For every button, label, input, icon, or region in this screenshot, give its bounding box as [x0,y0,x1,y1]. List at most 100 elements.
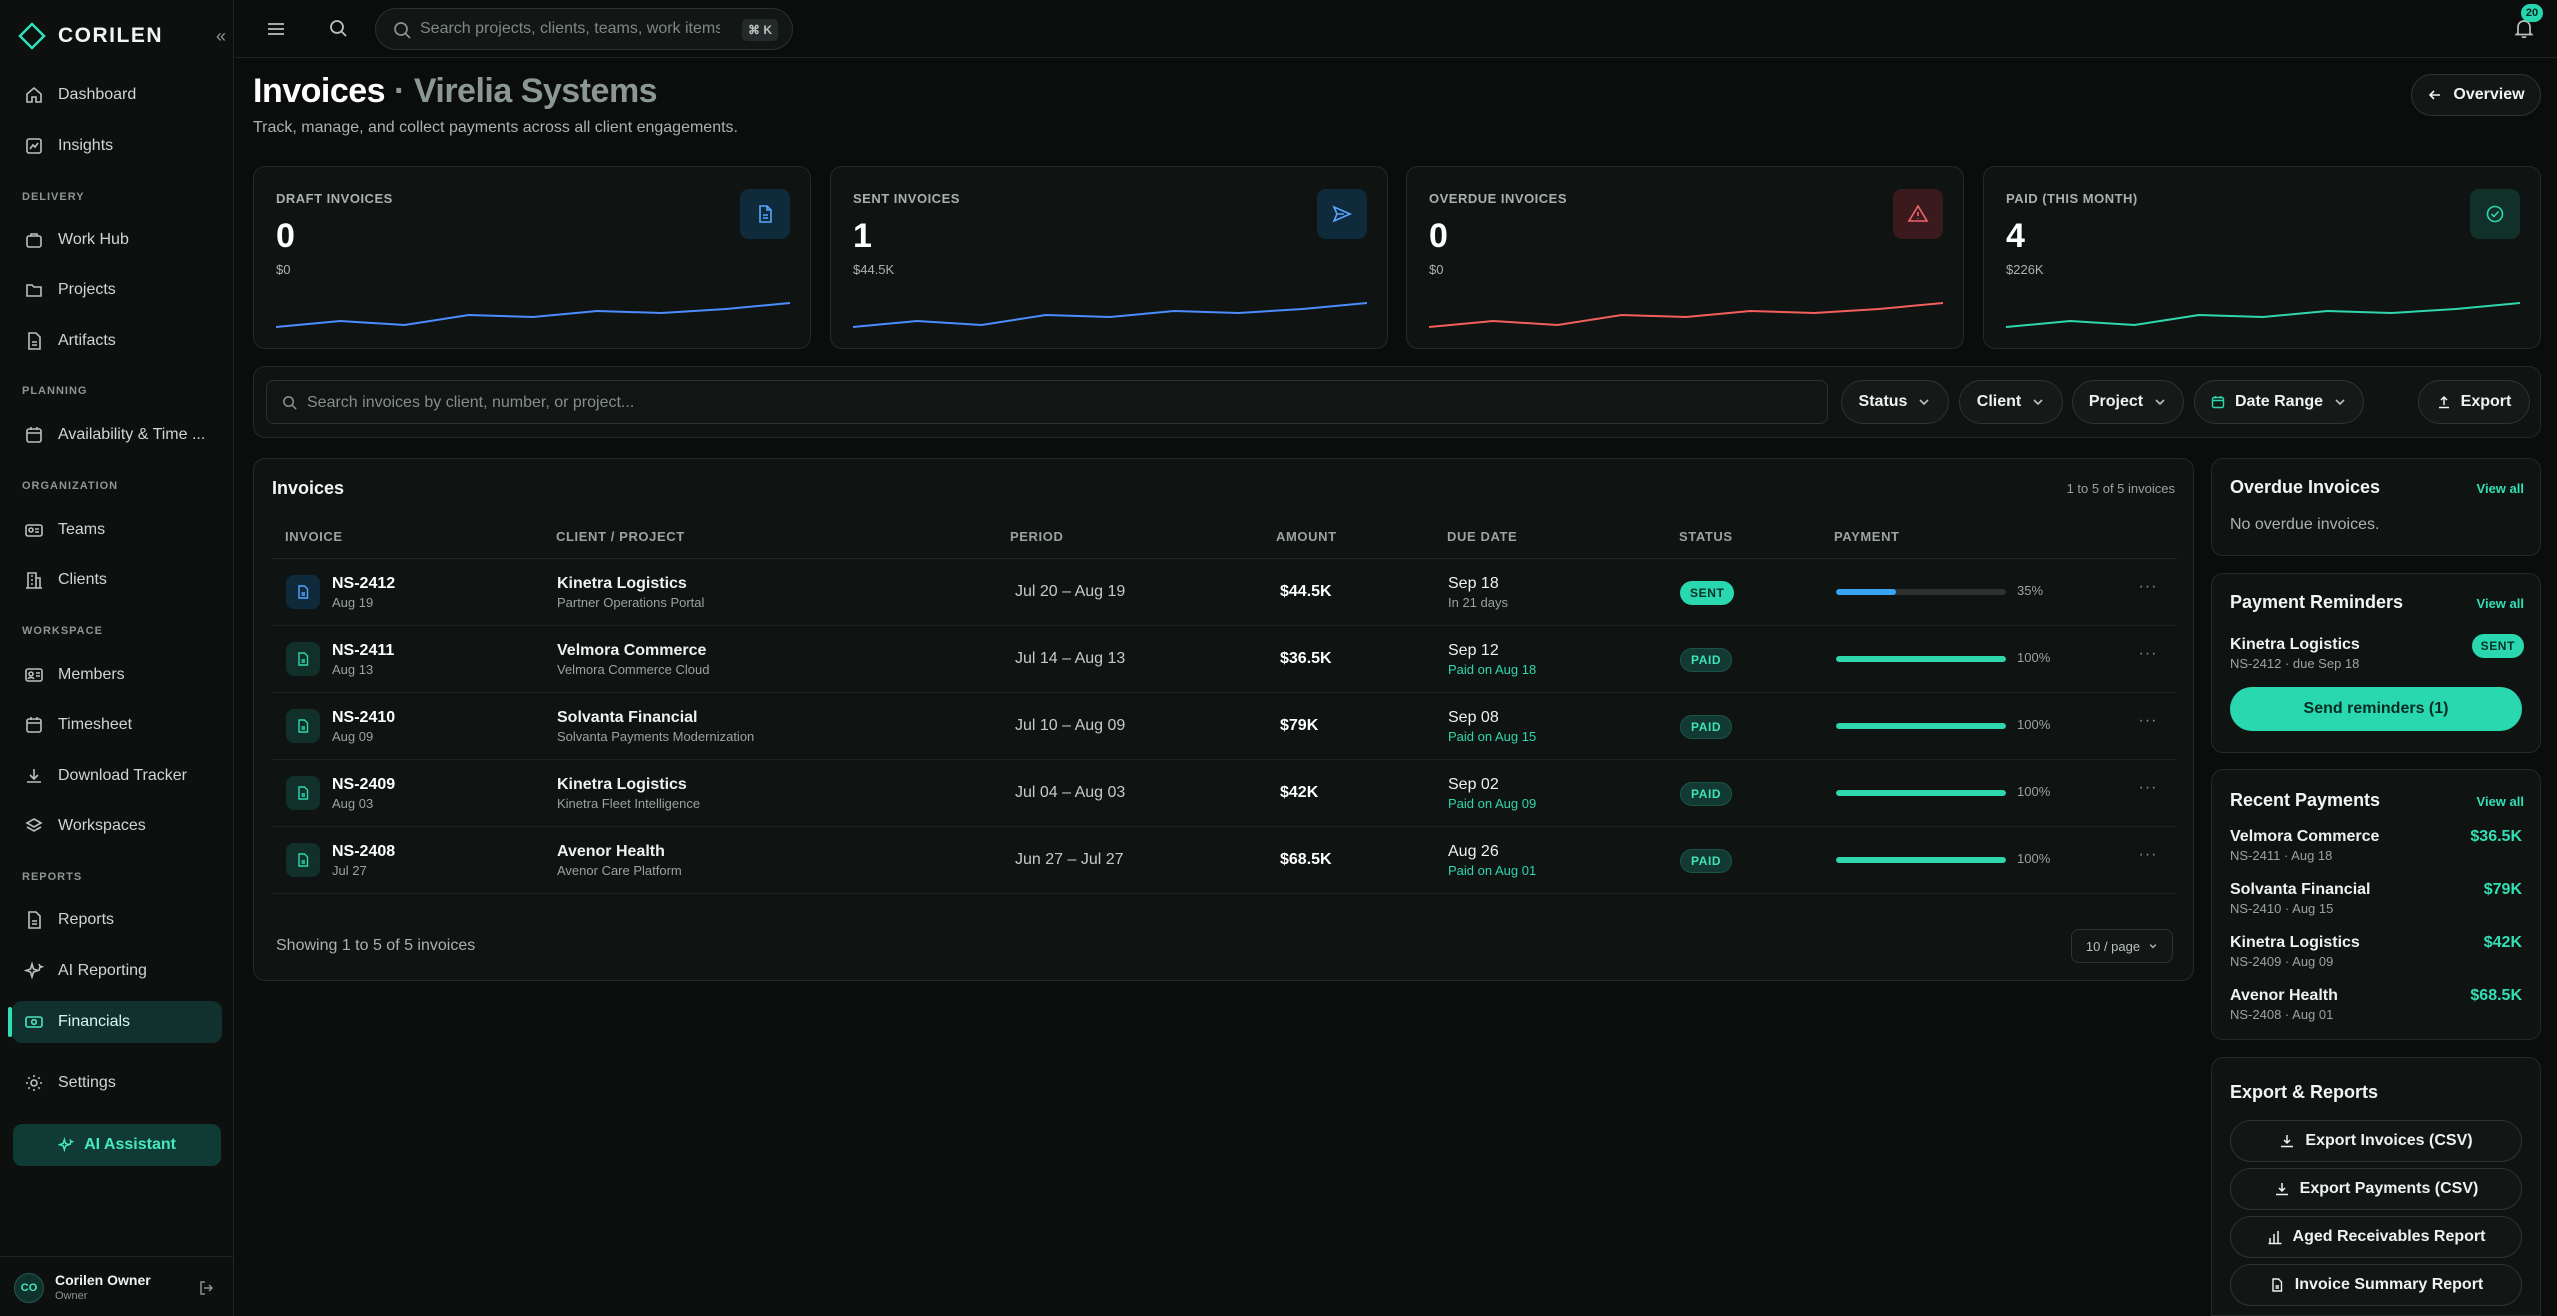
date-range-filter[interactable]: Date Range [2194,380,2364,424]
invoice-number[interactable]: NS-2411 [332,642,395,659]
stat-sparkline [1429,302,1943,328]
alert-icon [1907,204,1929,222]
stat-card-overdue[interactable]: OVERDUE INVOICES 0 $0 [1406,166,1964,349]
stat-card-sent[interactable]: SENT INVOICES 1 $44.5K [830,166,1388,349]
column-header-client[interactable]: CLIENT / PROJECT [556,529,685,544]
export-payments-csv-button[interactable]: Export Payments (CSV) [2230,1168,2522,1210]
organization-name: Virelia Systems [413,72,658,110]
payment-progress-fill [1836,589,1896,595]
collapse-sidebar-icon[interactable]: « [216,26,227,46]
stat-card-paid[interactable]: PAID (THIS MONTH) 4 $226K [1983,166,2541,349]
sidebar-item-timesheet[interactable]: Timesheet [12,704,222,746]
reminders-title: Payment Reminders [2230,592,2404,612]
table-row[interactable]: NS-2412 Aug 19 Kinetra Logistics Partner… [272,559,2177,626]
column-header-period[interactable]: PERIOD [1010,529,1064,544]
send-reminders-button[interactable]: Send reminders (1) [2230,687,2522,731]
upload-icon [2438,395,2449,409]
sidebar-item-insights[interactable]: Insights [12,125,222,167]
overview-button[interactable]: Overview [2411,74,2541,116]
sidebar-item-teams[interactable]: Teams [12,509,222,551]
project-filter-label: Project [2088,393,2144,410]
table-row[interactable]: NS-2411 Aug 13 Velmora Commerce Velmora … [272,626,2177,693]
menu-icon[interactable] [265,18,287,40]
calendar-icon [2211,396,2225,409]
invoice-search-input[interactable] [307,392,1807,414]
list-item[interactable]: Solvanta Financial NS-2410 · Aug 15 $79K [2230,881,2522,921]
sidebar-item-dashboard[interactable]: Dashboard [12,74,222,116]
export-button-label: Invoice Summary Report [2294,1276,2484,1293]
column-header-due-date[interactable]: DUE DATE [1447,529,1518,544]
recent-payments-view-all-link[interactable]: View all [2476,794,2524,809]
payment-amount: $68.5K [2470,987,2522,1004]
client-filter[interactable]: Client [1959,380,2063,424]
global-search-input[interactable] [420,18,720,40]
due-date: Sep 12 [1448,642,1499,659]
chart-icon [26,138,42,154]
per-page-select[interactable]: 10 / page [2071,929,2173,963]
overdue-view-all-link[interactable]: View all [2476,481,2524,496]
sidebar-item-settings[interactable]: Settings [12,1062,222,1104]
sidebar-item-work-hub[interactable]: Work Hub [12,219,222,261]
brand[interactable]: CORILEN [18,20,163,52]
bell-icon[interactable] [2512,16,2536,40]
due-date: Sep 02 [1448,776,1499,793]
row-actions-menu-icon[interactable]: ··· [2138,645,2158,662]
invoice-number[interactable]: NS-2412 [332,575,396,592]
sidebar-item-reports[interactable]: Reports [12,899,222,941]
table-row[interactable]: NS-2409 Aug 03 Kinetra Logistics Kinetra… [272,760,2177,827]
title-separator: · [394,72,405,110]
sidebar-item-artifacts[interactable]: Artifacts [12,320,222,362]
reminder-client: Kinetra Logistics [2230,636,2360,653]
due-note: Paid on Aug 01 [1448,863,1537,878]
list-item[interactable]: Kinetra Logistics NS-2409 · Aug 09 $42K [2230,934,2522,974]
ai-assistant-button[interactable]: AI Assistant [13,1124,221,1166]
row-actions-menu-icon[interactable]: ··· [2138,779,2158,796]
stat-amount: $44.5K [853,262,895,277]
stat-card-draft[interactable]: DRAFT INVOICES 0 $0 [253,166,811,349]
sidebar-item-ai-reporting[interactable]: AI Reporting [12,950,222,992]
table-row[interactable]: NS-2408 Jul 27 Avenor Health Avenor Care… [272,827,2177,894]
table-row[interactable]: NS-2410 Aug 09 Solvanta Financial Solvan… [272,693,2177,760]
project-filter[interactable]: Project [2072,380,2184,424]
payment-progress-bar [1836,589,2006,595]
folder-icon [26,284,42,297]
invoice-search[interactable] [266,380,1828,424]
column-header-status[interactable]: STATUS [1679,529,1733,544]
column-header-invoice[interactable]: INVOICE [285,529,343,544]
file-icon [28,911,41,929]
sidebar-item-availability[interactable]: Availability & Time ... [12,414,222,456]
export-button[interactable]: Export [2418,380,2530,424]
sidebar-item-projects[interactable]: Projects [12,269,222,311]
row-actions-menu-icon[interactable]: ··· [2138,578,2158,595]
logout-icon[interactable] [198,1279,216,1297]
payment-percent: 100% [2017,784,2051,799]
sidebar-item-label: Artifacts [58,332,116,349]
row-actions-menu-icon[interactable]: ··· [2138,846,2158,863]
sidebar-item-download-tracker[interactable]: Download Tracker [12,755,222,797]
calendar-icon [26,717,42,733]
aged-receivables-report-button[interactable]: Aged Receivables Report [2230,1216,2522,1258]
sidebar-item-members[interactable]: Members [12,654,222,696]
payment-amount: $42K [2483,934,2522,951]
sidebar-item-workspaces[interactable]: Workspaces [12,805,222,847]
row-actions-menu-icon[interactable]: ··· [2138,712,2158,729]
search-icon[interactable] [327,17,349,39]
chevron-down-icon [2033,399,2043,406]
global-search[interactable]: ⌘ K [375,8,793,50]
column-header-amount[interactable]: AMOUNT [1276,529,1337,544]
user-profile[interactable]: CO Corilen Owner Owner [0,1256,234,1316]
list-item[interactable]: Avenor Health NS-2408 · Aug 01 $68.5K [2230,987,2522,1027]
sidebar-item-financials[interactable]: Financials [8,1001,222,1043]
invoice-summary-report-button[interactable]: Invoice Summary Report [2230,1264,2522,1306]
status-filter[interactable]: Status [1841,380,1949,424]
export-invoices-csv-button[interactable]: Export Invoices (CSV) [2230,1120,2522,1162]
column-header-payment[interactable]: PAYMENT [1834,529,1900,544]
invoice-number[interactable]: NS-2409 [332,776,396,793]
sidebar-item-clients[interactable]: Clients [12,559,222,601]
invoice-number[interactable]: NS-2408 [332,843,396,860]
invoices-table-panel: Invoices 1 to 5 of 5 invoices INVOICE CL… [253,458,2194,981]
reminders-view-all-link[interactable]: View all [2476,596,2524,611]
invoice-number[interactable]: NS-2410 [332,709,396,726]
list-item[interactable]: Velmora Commerce NS-2411 · Aug 18 $36.5K [2230,828,2522,868]
export-button-label: Export Invoices (CSV) [2305,1132,2473,1149]
